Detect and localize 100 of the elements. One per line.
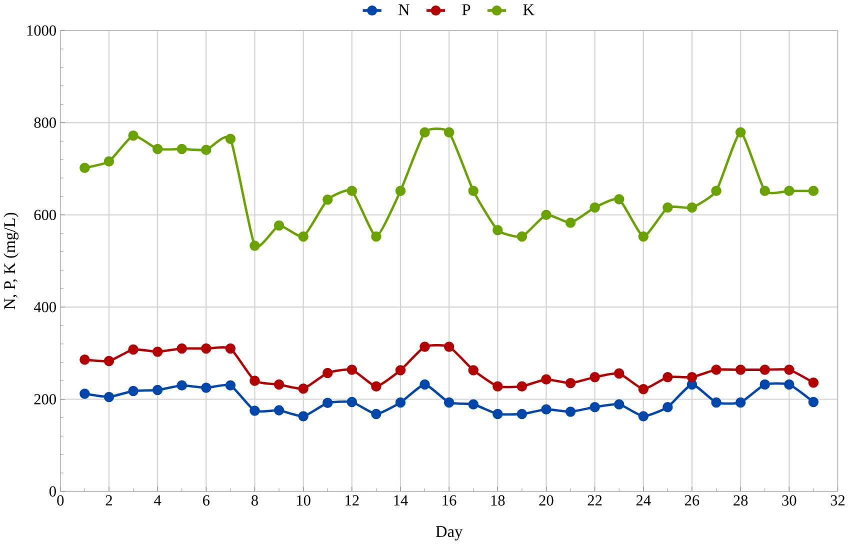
point — [298, 231, 308, 242]
x-axis-title: Day — [436, 526, 463, 540]
y-tick-label: 400 — [34, 302, 56, 312]
point — [541, 210, 552, 220]
point — [250, 406, 260, 416]
point — [662, 202, 673, 213]
point — [152, 346, 163, 357]
point — [322, 194, 333, 205]
point — [492, 381, 503, 392]
y-tick-label: 200 — [34, 394, 56, 404]
point — [468, 365, 478, 376]
y-tick-label: 1000 — [27, 25, 56, 36]
x-tick-label: 10 — [297, 495, 310, 506]
x-tick-label: 18 — [491, 495, 505, 506]
point — [492, 224, 503, 236]
x-tick-label: 0 — [57, 495, 64, 506]
point — [808, 378, 819, 388]
point — [395, 186, 406, 196]
point — [516, 231, 528, 242]
point — [711, 364, 722, 375]
point — [395, 365, 406, 376]
point — [808, 186, 819, 196]
point — [516, 381, 528, 392]
point — [614, 368, 624, 379]
point — [760, 186, 770, 196]
point — [274, 379, 284, 390]
point — [176, 144, 187, 154]
point — [152, 384, 163, 396]
point — [128, 344, 138, 355]
point — [565, 218, 576, 228]
point — [541, 374, 552, 385]
point — [176, 343, 187, 354]
point — [541, 404, 552, 414]
point — [250, 240, 260, 251]
x-tick-label: 22 — [588, 495, 602, 506]
point — [346, 364, 358, 375]
point — [201, 343, 212, 354]
point — [662, 402, 673, 412]
point — [614, 194, 624, 204]
point — [711, 186, 722, 196]
point — [225, 343, 236, 354]
point — [565, 406, 576, 417]
x-tick-label: 24 — [636, 495, 651, 506]
point — [711, 397, 722, 408]
point — [784, 364, 794, 375]
point — [274, 405, 284, 416]
point — [395, 397, 406, 408]
point — [468, 186, 478, 196]
point — [128, 130, 138, 141]
point — [735, 364, 746, 375]
point — [225, 134, 236, 144]
x-tick-label: 14 — [394, 495, 408, 506]
x-tick-label: 26 — [685, 495, 700, 506]
point — [444, 397, 454, 408]
point — [565, 378, 576, 388]
x-tick-label: 8 — [252, 495, 258, 506]
point — [492, 408, 503, 420]
x-tick-label: 16 — [442, 495, 456, 506]
point — [80, 388, 90, 399]
x-tick-label: 20 — [539, 495, 554, 506]
point — [784, 186, 794, 196]
point — [638, 231, 649, 242]
x-tick-label: 32 — [830, 495, 845, 506]
point — [444, 342, 454, 352]
point — [104, 156, 114, 167]
y-tick-label: 800 — [34, 118, 56, 128]
point — [128, 386, 138, 396]
point — [298, 384, 308, 394]
point — [590, 202, 600, 213]
point — [686, 202, 698, 213]
point — [201, 382, 212, 393]
y-tick-label: 0 — [50, 486, 56, 497]
point — [468, 399, 478, 410]
legend-label: N — [398, 4, 410, 16]
point — [322, 368, 333, 378]
point — [346, 186, 358, 196]
point — [735, 127, 746, 138]
point — [590, 402, 600, 412]
point — [420, 379, 430, 390]
x-tick-label: 30 — [782, 495, 796, 506]
point — [250, 376, 260, 386]
y-tick-label: 600 — [34, 210, 56, 220]
point — [420, 342, 430, 352]
point — [614, 399, 624, 410]
point — [760, 364, 770, 375]
x-tick-label: 6 — [202, 495, 210, 506]
point — [274, 220, 284, 231]
point — [420, 127, 430, 138]
legend-label: P — [462, 4, 470, 16]
point — [590, 372, 600, 382]
point — [638, 411, 649, 422]
point — [760, 379, 770, 390]
legend-label: K — [523, 4, 534, 16]
point — [322, 398, 333, 408]
point — [784, 379, 794, 390]
point — [371, 408, 382, 420]
point — [298, 411, 308, 422]
point — [516, 408, 528, 420]
point — [104, 356, 114, 366]
point — [104, 392, 114, 402]
